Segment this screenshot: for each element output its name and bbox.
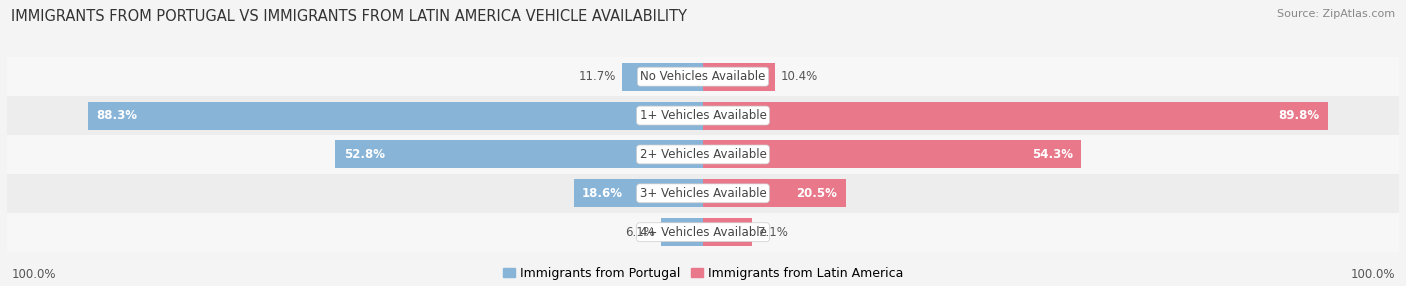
Text: 10.4%: 10.4% bbox=[780, 70, 818, 83]
Text: 88.3%: 88.3% bbox=[97, 109, 138, 122]
Bar bbox=[661, 218, 703, 246]
Text: 100.0%: 100.0% bbox=[11, 268, 56, 281]
Bar bbox=[703, 179, 845, 207]
Text: 100.0%: 100.0% bbox=[1350, 268, 1395, 281]
Bar bbox=[703, 63, 775, 91]
Bar bbox=[7, 174, 1399, 213]
Bar bbox=[574, 179, 703, 207]
Legend: Immigrants from Portugal, Immigrants from Latin America: Immigrants from Portugal, Immigrants fro… bbox=[502, 267, 904, 280]
Text: 7.1%: 7.1% bbox=[758, 226, 787, 239]
Text: 4+ Vehicles Available: 4+ Vehicles Available bbox=[640, 226, 766, 239]
Text: No Vehicles Available: No Vehicles Available bbox=[640, 70, 766, 83]
Bar bbox=[621, 63, 703, 91]
Text: 2+ Vehicles Available: 2+ Vehicles Available bbox=[640, 148, 766, 161]
Text: 1+ Vehicles Available: 1+ Vehicles Available bbox=[640, 109, 766, 122]
Bar bbox=[7, 57, 1399, 96]
Text: 54.3%: 54.3% bbox=[1032, 148, 1073, 161]
Text: 20.5%: 20.5% bbox=[796, 187, 838, 200]
Bar bbox=[7, 135, 1399, 174]
Text: Source: ZipAtlas.com: Source: ZipAtlas.com bbox=[1277, 9, 1395, 19]
Text: 3+ Vehicles Available: 3+ Vehicles Available bbox=[640, 187, 766, 200]
Bar bbox=[703, 218, 752, 246]
Text: 89.8%: 89.8% bbox=[1278, 109, 1320, 122]
Bar bbox=[7, 213, 1399, 252]
Bar bbox=[703, 140, 1081, 168]
Bar bbox=[703, 102, 1329, 130]
Text: 52.8%: 52.8% bbox=[344, 148, 385, 161]
Text: IMMIGRANTS FROM PORTUGAL VS IMMIGRANTS FROM LATIN AMERICA VEHICLE AVAILABILITY: IMMIGRANTS FROM PORTUGAL VS IMMIGRANTS F… bbox=[11, 9, 688, 23]
Text: 18.6%: 18.6% bbox=[582, 187, 623, 200]
Bar bbox=[336, 140, 703, 168]
Text: 11.7%: 11.7% bbox=[579, 70, 616, 83]
Bar bbox=[7, 96, 1399, 135]
Text: 6.1%: 6.1% bbox=[626, 226, 655, 239]
Bar bbox=[89, 102, 703, 130]
